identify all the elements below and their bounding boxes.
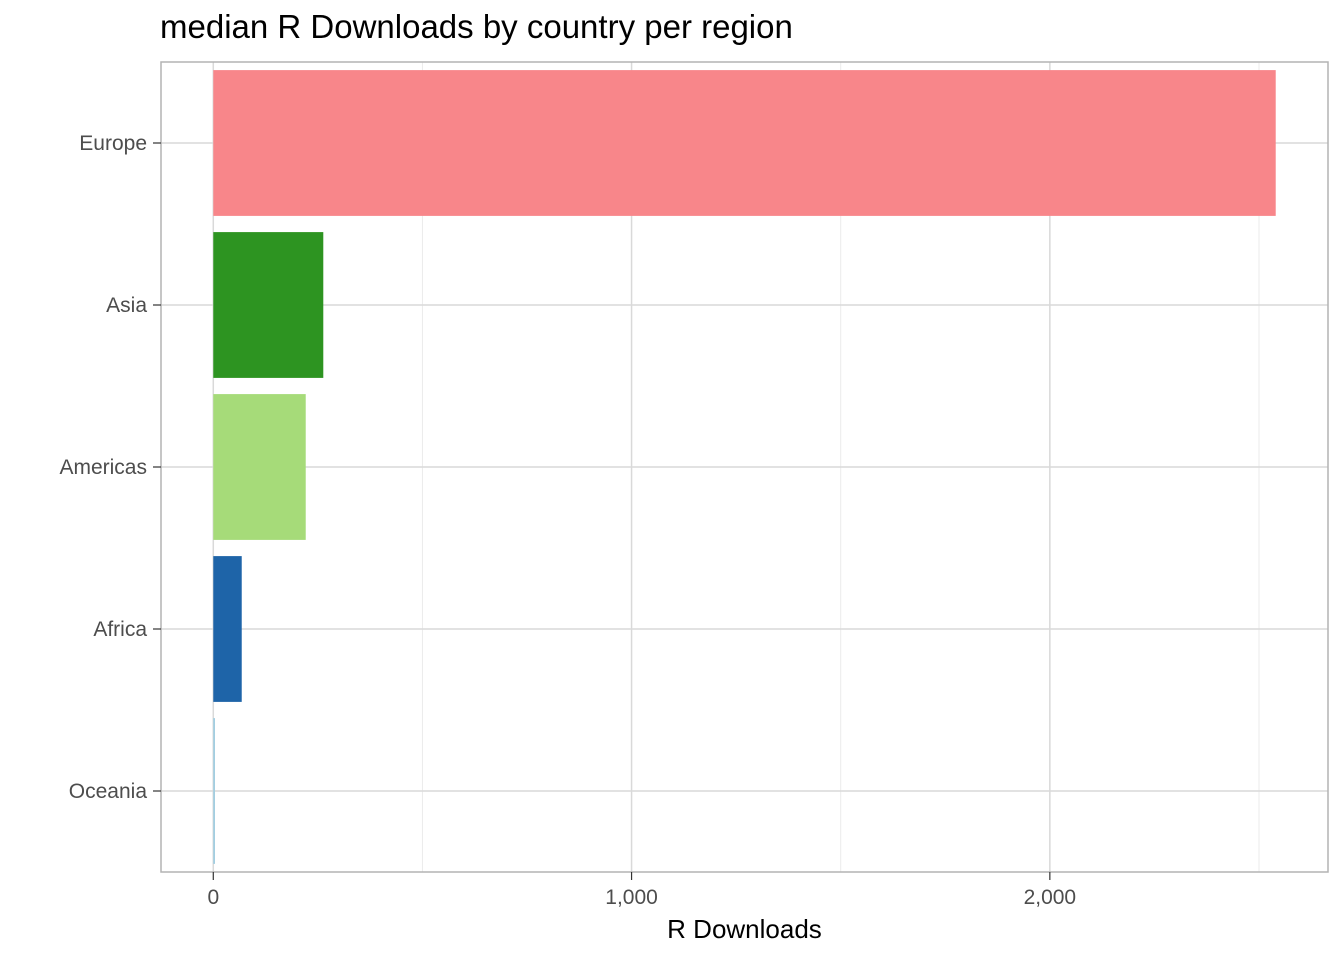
y-tick-label: Europe [79,132,147,155]
bar-africa [213,556,242,702]
x-tick-label: 0 [207,886,219,909]
y-tick-label: Asia [106,294,147,317]
chart-title: median R Downloads by country per region [160,8,793,45]
bar-oceania [213,718,215,864]
bar-asia [213,232,324,378]
bar-americas [213,394,306,540]
x-tick-label: 2,000 [1024,886,1077,909]
y-tick-label: Americas [59,456,147,479]
x-tick-label: 1,000 [605,886,658,909]
axis-layer: Europe Asia Americas Africa Oceania 0 1,000 2,0… [59,132,1076,909]
y-tick-label: Oceania [69,780,148,803]
bars-layer [213,70,1276,864]
x-axis-title: R Downloads [667,914,822,944]
bar-europe [213,70,1276,216]
y-tick-label: Africa [93,618,147,641]
